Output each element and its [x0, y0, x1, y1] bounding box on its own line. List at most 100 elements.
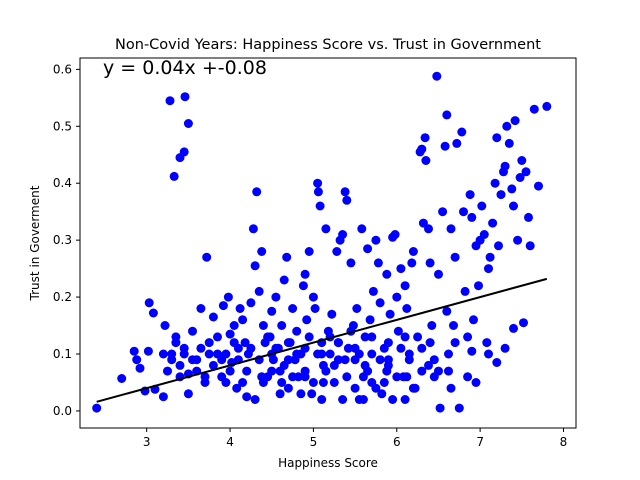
data-point: [132, 355, 142, 365]
data-point: [417, 343, 427, 353]
data-point: [229, 321, 239, 330]
data-point: [343, 343, 353, 353]
data-point: [342, 195, 352, 205]
data-point: [484, 264, 493, 274]
data-point: [515, 173, 525, 182]
data-point: [402, 372, 412, 382]
data-point: [444, 366, 453, 376]
axes-frame: [79, 57, 577, 429]
data-point: [350, 343, 360, 353]
regression-line: [96, 277, 548, 403]
data-point: [402, 304, 412, 313]
data-point: [425, 338, 435, 348]
data-point: [504, 138, 514, 148]
data-point: [144, 298, 154, 308]
data-point: [474, 281, 483, 291]
data-point: [427, 321, 437, 330]
data-point: [315, 201, 325, 211]
data-point: [432, 71, 442, 81]
data-point: [392, 372, 402, 382]
data-point: [242, 366, 252, 376]
data-point: [117, 374, 127, 383]
data-point: [408, 383, 418, 393]
data-point: [282, 252, 292, 262]
data-point: [500, 343, 510, 353]
data-point: [525, 241, 535, 251]
data-point: [396, 343, 406, 353]
data-point: [360, 332, 370, 342]
data-point: [385, 309, 395, 319]
data-point: [463, 332, 473, 342]
data-point: [435, 403, 445, 413]
data-point: [507, 184, 517, 194]
data-point: [267, 306, 277, 316]
data-point: [238, 315, 248, 325]
regression-line-layer: [96, 277, 548, 403]
data-point: [229, 338, 239, 348]
data-point: [248, 224, 258, 234]
data-point: [400, 332, 410, 342]
data-point: [417, 366, 427, 376]
data-point: [342, 372, 352, 382]
data-point: [179, 343, 189, 353]
data-point: [450, 338, 460, 348]
data-point: [529, 104, 539, 114]
data-point: [225, 329, 235, 339]
data-point: [263, 332, 273, 342]
data-point: [307, 389, 317, 399]
data-point: [92, 403, 102, 413]
data-point: [509, 201, 518, 211]
data-point: [223, 292, 233, 302]
data-point: [308, 378, 318, 387]
data-point: [467, 212, 477, 222]
data-point: [513, 235, 523, 245]
data-point: [367, 332, 377, 342]
data-point: [479, 230, 489, 239]
data-point: [283, 355, 293, 365]
data-point: [246, 343, 256, 353]
data-point: [318, 378, 328, 387]
data-point: [382, 366, 392, 376]
data-point: [379, 378, 389, 387]
data-point: [452, 138, 462, 148]
x-tick-label: 3: [143, 435, 151, 449]
y-tick-label: 0.3: [53, 233, 72, 247]
x-tick-label: 6: [393, 435, 401, 449]
data-point: [254, 286, 264, 296]
data-point: [333, 355, 343, 365]
data-point: [413, 332, 423, 342]
data-point: [388, 395, 398, 404]
data-point: [188, 326, 197, 336]
data-point: [175, 360, 185, 370]
data-point: [208, 360, 218, 370]
data-point: [469, 315, 478, 325]
data-point: [204, 338, 214, 348]
data-point: [383, 338, 393, 348]
data-point: [208, 312, 218, 322]
y-tick-label: 0.1: [53, 347, 72, 361]
data-point: [368, 286, 378, 296]
data-point: [542, 101, 552, 111]
data-point: [300, 269, 310, 279]
data-point: [325, 349, 335, 359]
data-point: [340, 355, 350, 365]
data-point: [246, 298, 256, 308]
data-point: [509, 323, 518, 333]
data-point: [442, 110, 452, 120]
y-tick-label: 0.2: [53, 290, 72, 304]
data-point: [360, 360, 370, 370]
data-point: [459, 207, 468, 217]
data-point: [438, 207, 448, 217]
data-point: [288, 304, 298, 313]
y-tick-label: 0.6: [53, 62, 72, 76]
data-point: [252, 187, 262, 197]
data-point: [333, 338, 343, 348]
data-point: [292, 326, 302, 336]
data-point: [135, 363, 145, 373]
data-point: [363, 244, 373, 254]
y-tick-label: 0.4: [53, 176, 72, 190]
data-point: [202, 252, 212, 262]
data-point: [524, 212, 533, 222]
data-point: [258, 321, 268, 330]
data-point: [500, 161, 510, 171]
